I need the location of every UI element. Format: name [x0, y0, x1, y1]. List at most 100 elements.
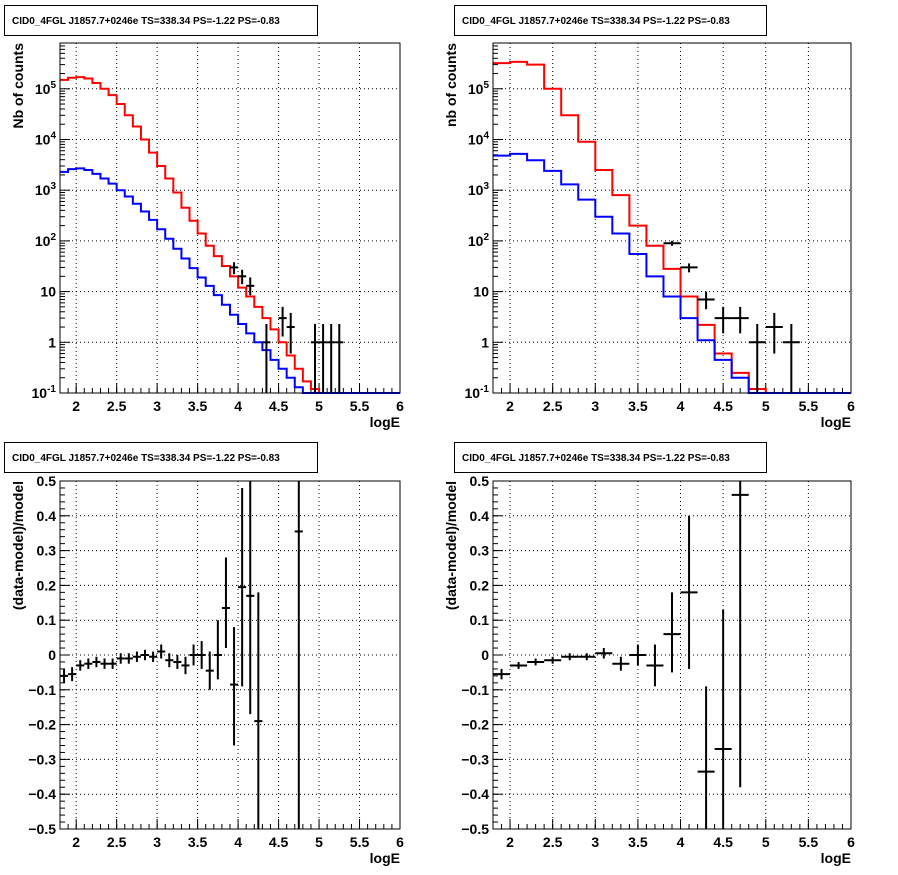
x-tick-label: 5	[762, 398, 770, 414]
y-tick-label: 102	[35, 232, 57, 249]
x-tick-label: 4	[234, 398, 242, 414]
y-tick-label: −0.4	[461, 786, 489, 802]
data-point	[327, 323, 336, 393]
x-tick-label: 3	[591, 398, 599, 414]
y-tick-label: 0.4	[470, 508, 490, 524]
data-point	[663, 240, 681, 246]
x-axis-label: logE	[821, 414, 851, 430]
x-tick-label: 2.5	[107, 398, 127, 414]
data-point	[116, 653, 125, 664]
data-point	[246, 277, 255, 296]
y-tick-label: 1	[481, 334, 489, 350]
y-tick-label: 10-1	[32, 384, 57, 401]
x-axis-label: logE	[821, 850, 851, 866]
data-point	[213, 620, 222, 680]
y-tick-label: −0.3	[461, 751, 489, 767]
data-point	[140, 649, 150, 661]
y-axis-label: (data-model)/model	[443, 481, 459, 610]
chart-panel-1: CID0_4FGL J1857.7+0246e TS=338.34 PS=-1.…	[4, 5, 404, 430]
y-tick-label: 10	[40, 284, 56, 300]
y-axis-label: nb of counts	[443, 43, 459, 127]
chart-title-box	[454, 5, 767, 36]
x-tick-label: 3.5	[628, 834, 648, 850]
data-point	[246, 481, 255, 715]
y-tick-label: −0.5	[461, 821, 489, 837]
data-point	[76, 660, 85, 671]
x-tick-label: 4.5	[269, 398, 289, 414]
y-tick-label: 0.3	[470, 543, 490, 559]
y-tick-label: −0.2	[28, 717, 56, 733]
data-point	[286, 312, 295, 354]
data-point	[578, 653, 596, 661]
y-tick-label: 0	[481, 647, 489, 663]
chart-title-box	[454, 442, 767, 473]
data-point	[92, 656, 101, 668]
x-tick-label: 5.5	[799, 834, 819, 850]
data-point	[205, 651, 214, 690]
x-tick-label: 2.5	[107, 834, 127, 850]
chart-panel-4: CID0_4FGL J1857.7+0246e TS=338.34 PS=-1.…	[443, 442, 855, 866]
data-point	[714, 609, 732, 829]
data-point	[124, 653, 133, 664]
x-tick-label: 3.5	[188, 398, 208, 414]
y-tick-label: 0.5	[470, 473, 490, 489]
data-point	[189, 644, 198, 666]
data-point	[544, 656, 562, 664]
data-point	[765, 312, 783, 354]
x-tick-label: 5.5	[350, 834, 370, 850]
chart-title: CID0_4FGL J1857.7+0246e TS=338.34 PS=-1.…	[12, 453, 280, 464]
data-point	[310, 323, 320, 393]
x-tick-label: 4.5	[269, 834, 289, 850]
plot-frame	[59, 42, 401, 394]
y-tick-label: −0.1	[28, 682, 56, 698]
x-tick-label: 4.5	[713, 834, 733, 850]
y-tick-label: 104	[35, 130, 57, 147]
data-point	[100, 658, 109, 669]
y-tick-label: 103	[35, 181, 57, 198]
chart-panel-3: CID0_4FGL J1857.7+0246e TS=338.34 PS=-1.…	[4, 442, 404, 866]
plot-frame	[59, 480, 401, 830]
data-point	[748, 323, 766, 393]
y-tick-label: −0.4	[28, 786, 56, 802]
x-tick-label: 4	[234, 834, 242, 850]
y-tick-label: 105	[468, 80, 490, 97]
data-point	[680, 515, 698, 669]
y-tick-label: 1	[48, 334, 56, 350]
data-point	[149, 651, 158, 662]
model-total-histogram	[493, 60, 851, 394]
y-tick-label: −0.5	[28, 821, 56, 837]
y-tick-label: 0.4	[37, 508, 57, 524]
x-tick-label: 6	[396, 398, 404, 414]
x-tick-label: 4	[677, 834, 685, 850]
chart-title-box	[4, 442, 318, 473]
x-tick-label: 5.5	[350, 398, 370, 414]
x-tick-label: 5	[762, 834, 770, 850]
x-tick-label: 5	[315, 398, 323, 414]
data-point	[108, 658, 117, 669]
chart-panel-2: CID0_4FGL J1857.7+0246e TS=338.34 PS=-1.…	[443, 5, 855, 430]
y-tick-label: 0	[48, 647, 56, 663]
y-tick-label: 0.2	[470, 577, 490, 593]
y-tick-label: 102	[468, 232, 490, 249]
x-tick-label: 2	[506, 398, 514, 414]
data-point	[782, 323, 800, 393]
data-point	[335, 323, 344, 393]
x-tick-label: 6	[847, 834, 855, 850]
data-point	[629, 644, 647, 666]
data-point	[294, 481, 303, 829]
data-point	[165, 653, 174, 668]
data-point	[68, 667, 77, 682]
data-point	[510, 661, 528, 669]
y-tick-label: 103	[468, 181, 490, 198]
chart-title: CID0_4FGL J1857.7+0246e TS=338.34 PS=-1.…	[12, 16, 280, 27]
data-point	[157, 644, 166, 659]
data-point	[173, 655, 182, 669]
y-tick-label: −0.2	[461, 717, 489, 733]
data-point	[697, 686, 715, 829]
x-axis-label: logE	[370, 414, 400, 430]
plot-frame	[492, 480, 852, 830]
model-total-histogram	[60, 76, 400, 394]
data-point	[278, 306, 287, 337]
data-point	[84, 658, 93, 669]
